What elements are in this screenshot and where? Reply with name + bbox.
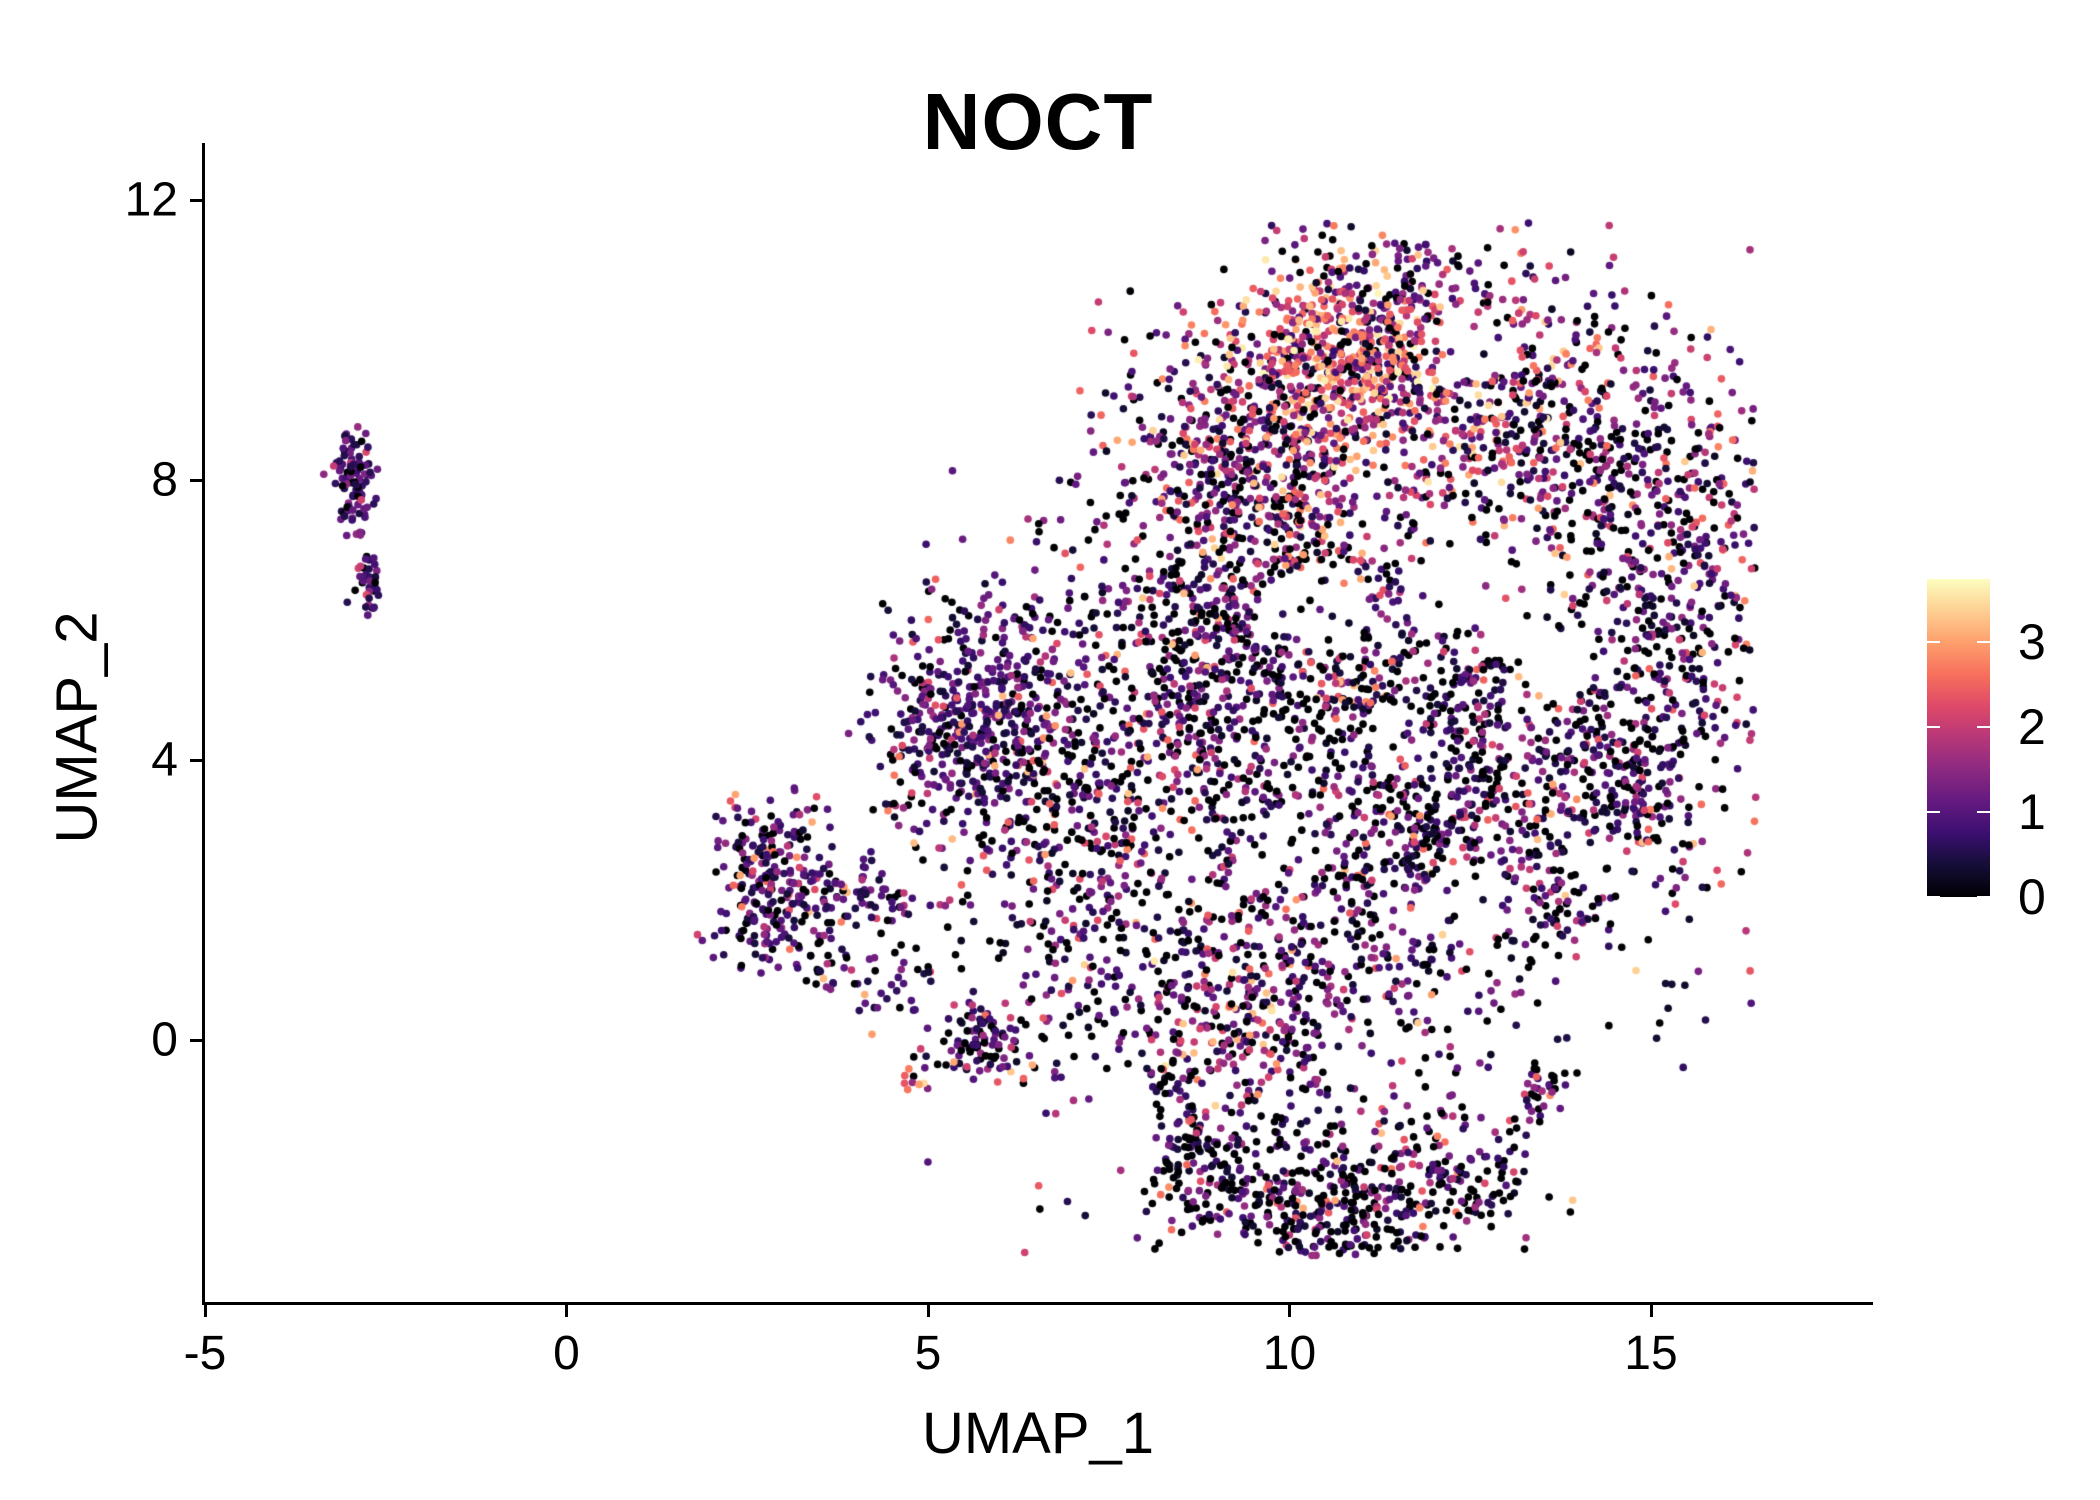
colorbar-tick-mark [1927,725,1940,728]
colorbar-tick-mark [1927,895,1940,898]
x-tick-label: -5 [183,1327,227,1380]
y-tick-mark [190,758,205,762]
x-tick-label: 15 [1624,1327,1678,1380]
x-axis-title: UMAP_1 [921,1401,1155,1466]
colorbar-tick-label: 1 [2018,783,2046,840]
x-tick-label: 10 [1262,1327,1317,1380]
colorbar-tick-mark [1977,725,1990,728]
colorbar-tick-label: 2 [2018,698,2046,755]
x-tick-mark [203,1302,207,1317]
y-tick-mark [190,1038,205,1042]
x-tick-label: 5 [914,1327,942,1380]
colorbar-tick-label: 0 [2018,868,2046,925]
y-tick-mark [190,478,205,482]
y-tick-label: 8 [151,453,178,507]
x-tick-mark [1288,1302,1291,1317]
colorbar-tick-mark [1927,640,1940,643]
x-tick-label: 0 [553,1327,580,1380]
x-axis-line [202,1302,1873,1305]
x-tick-mark [1649,1302,1653,1317]
colorbar-gradient [1927,579,1990,897]
y-axis-title: UMAP_2 [44,611,110,844]
colorbar-tick-mark [1927,810,1940,813]
y-tick-label: 12 [124,173,178,227]
colorbar-tick-mark [1977,895,1990,898]
y-tick-label: 0 [151,1013,178,1067]
y-tick-label: 4 [151,733,178,787]
y-tick-mark [190,198,205,202]
x-tick-mark [565,1302,568,1317]
y-axis-line [202,143,205,1305]
colorbar-tick-label: 3 [2018,613,2046,670]
colorbar-tick-mark [1977,640,1990,643]
x-tick-mark [926,1302,930,1317]
colorbar-tick-mark [1977,810,1990,813]
